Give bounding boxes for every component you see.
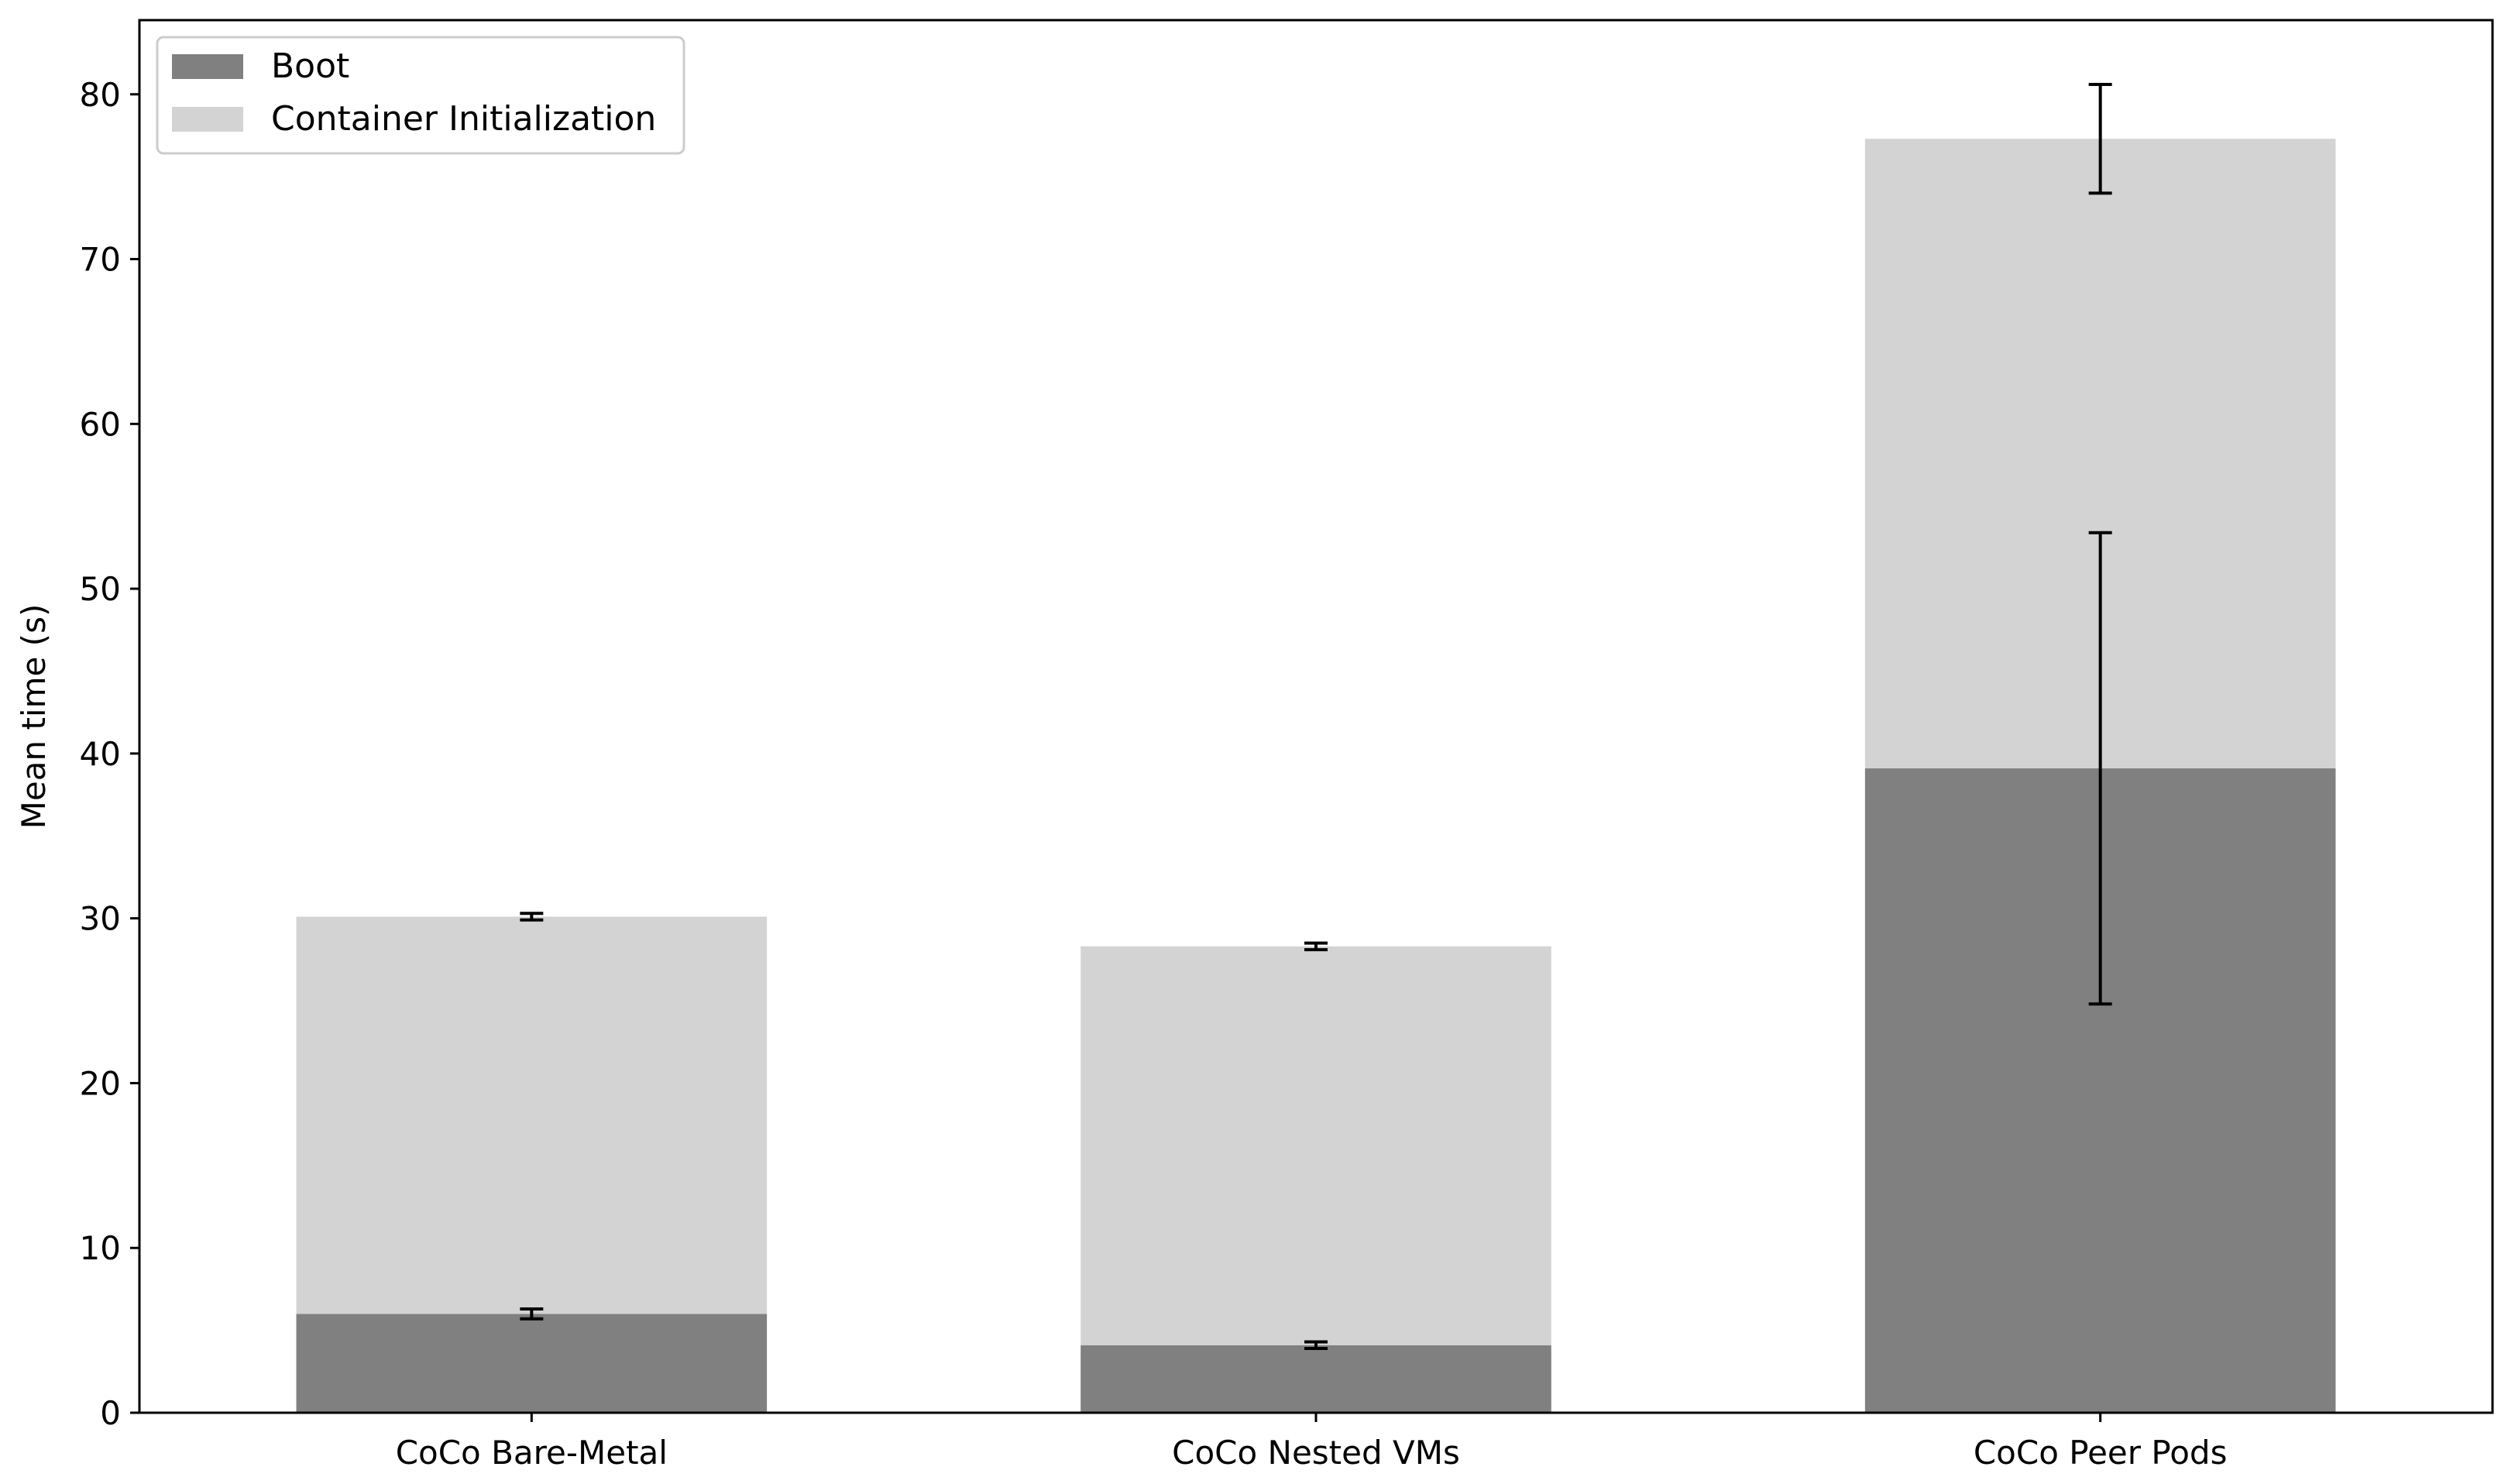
x-tick-label: CoCo Bare-Metal [396, 1434, 668, 1472]
legend-label-container-initialization: Container Initialization [271, 99, 656, 139]
y-tick-label: 30 [80, 900, 121, 938]
x-axis: CoCo Bare-Metal CoCo Nested VMs CoCo Peer … [396, 1413, 2228, 1472]
error-bar-boot-coco-bare-metal [520, 1307, 544, 1321]
x-tick-label: CoCo Peer Pods [1974, 1434, 2228, 1472]
legend: Boot Container Initialization [156, 36, 685, 155]
legend-label-boot: Boot [271, 46, 349, 86]
y-axis: 0 10 20 30 40 50 60 70 80 [80, 76, 139, 1432]
error-bar-container-initialization-coco-bare-metal [520, 912, 544, 922]
y-axis-label: Mean time (s) [15, 604, 53, 830]
bars-layer [296, 139, 2336, 1413]
error-bar-container-initialization-coco-nested-vms [1304, 941, 1328, 952]
errorbars-layer [520, 82, 2112, 1351]
y-tick-label: 60 [80, 405, 121, 443]
y-tick-label: 10 [80, 1229, 121, 1267]
y-tick-label: 20 [80, 1064, 121, 1102]
y-tick-label: 50 [80, 570, 121, 608]
y-tick-label: 0 [100, 1394, 121, 1432]
bar-boot-coco-bare-metal [296, 1314, 768, 1413]
bar-boot-coco-nested-vms [1081, 1345, 1551, 1413]
y-tick-label: 70 [80, 241, 121, 279]
error-bar-boot-coco-peer-pods [2088, 531, 2112, 1006]
legend-box [156, 36, 685, 155]
legend-swatch-container-initialization [172, 107, 243, 132]
y-tick-label: 80 [80, 76, 121, 114]
x-tick-label: CoCo Nested VMs [1172, 1434, 1460, 1472]
legend-swatch-boot [172, 54, 243, 79]
error-bar-container-initialization-coco-peer-pods [2088, 82, 2112, 195]
error-bar-boot-coco-nested-vms [1304, 1340, 1328, 1351]
y-tick-label: 40 [80, 735, 121, 773]
bar-container-initialization-coco-bare-metal [296, 916, 768, 1314]
bar-container-initialization-coco-nested-vms [1081, 946, 1551, 1345]
